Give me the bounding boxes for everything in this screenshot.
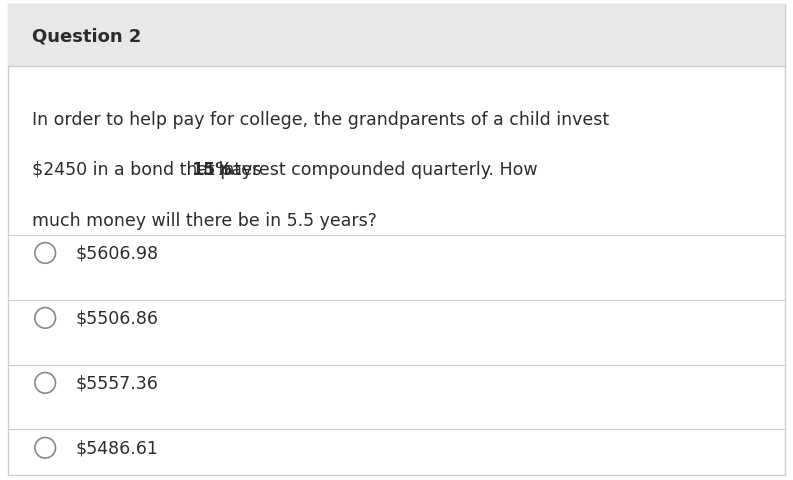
- Text: In order to help pay for college, the grandparents of a child invest: In order to help pay for college, the gr…: [32, 110, 609, 128]
- Text: $5486.61: $5486.61: [75, 439, 159, 457]
- Text: $5606.98: $5606.98: [75, 244, 159, 263]
- Text: 15%: 15%: [192, 161, 233, 179]
- Text: interest compounded quarterly. How: interest compounded quarterly. How: [213, 161, 538, 179]
- Text: much money will there be in 5.5 years?: much money will there be in 5.5 years?: [32, 211, 377, 229]
- FancyBboxPatch shape: [8, 5, 785, 475]
- Text: $5506.86: $5506.86: [75, 309, 159, 327]
- Text: Question 2: Question 2: [32, 27, 141, 45]
- Text: $5557.36: $5557.36: [75, 374, 159, 392]
- Text: $2450 in a bond that pays: $2450 in a bond that pays: [32, 161, 266, 179]
- FancyBboxPatch shape: [8, 5, 785, 67]
